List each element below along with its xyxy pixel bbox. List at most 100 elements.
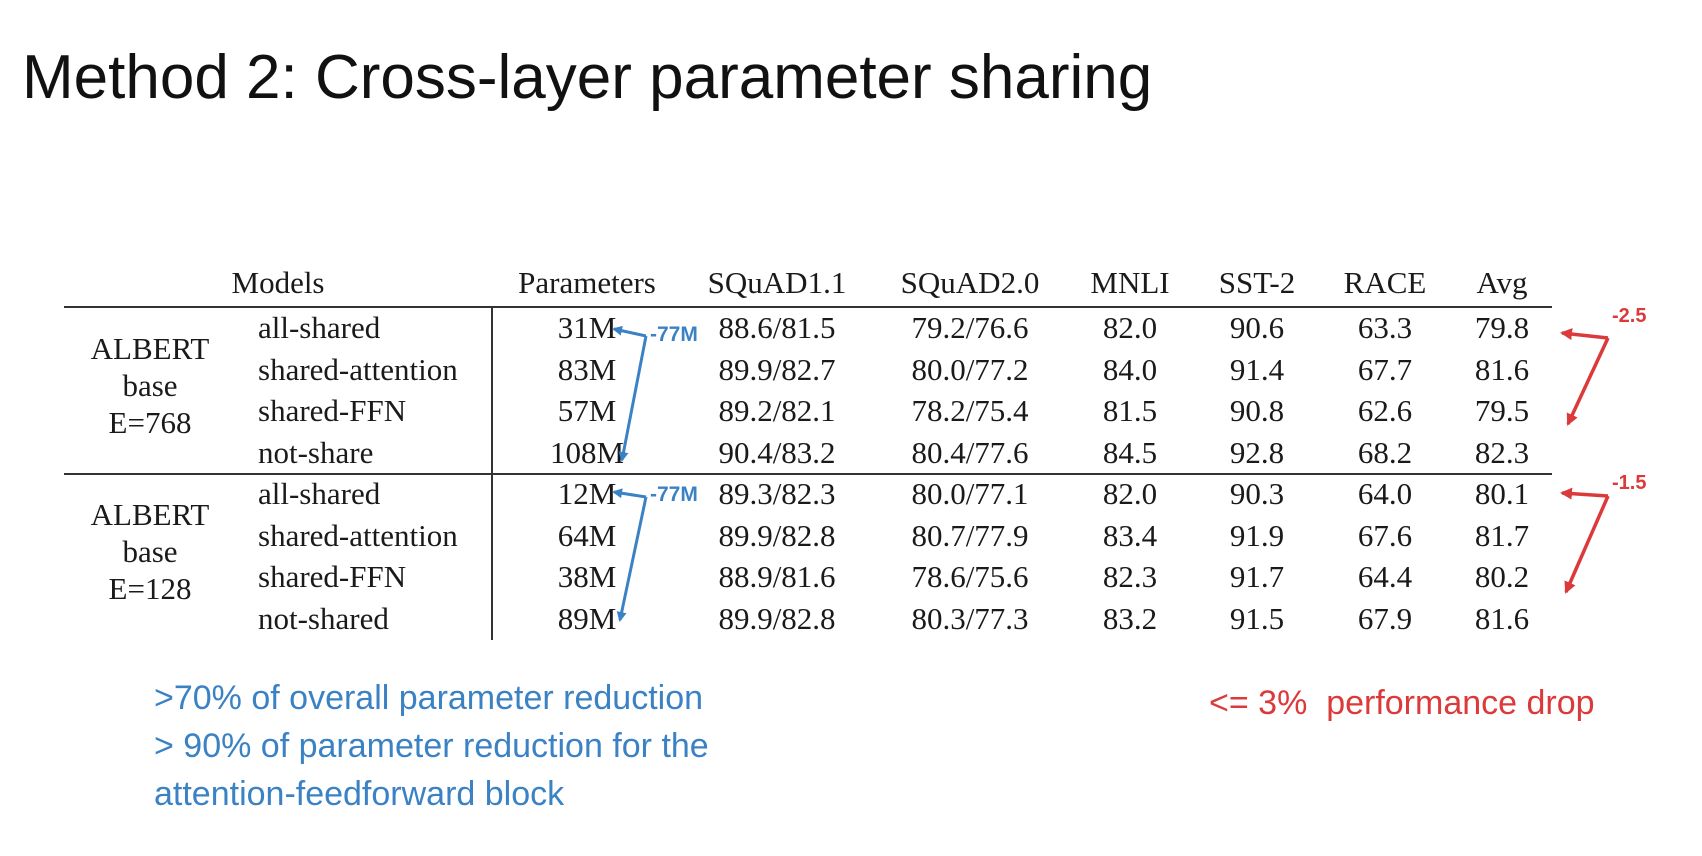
avg-cell: 81.6 — [1474, 600, 1530, 636]
avg-cell: 81.7 — [1474, 517, 1530, 553]
header-parameters: Parameters — [518, 265, 656, 300]
squad20-cell: 78.2/75.4 — [911, 393, 1029, 428]
sst2-cell: 91.5 — [1229, 600, 1285, 636]
race-cell: 67.6 — [1357, 517, 1413, 553]
model-name-cell: shared-FFN — [258, 559, 407, 594]
param-delta-label-e768: -77M — [650, 323, 698, 346]
squad11-cell: 89.2/82.1 — [718, 393, 836, 428]
performance-drop-note: <= 3% performance drop — [1209, 684, 1595, 722]
avg-delta-label-e768: -2.5 — [1612, 305, 1647, 327]
mnli-cell: 84.0 — [1102, 351, 1158, 387]
sst2-cell: 92.8 — [1229, 434, 1285, 470]
header-models: Models — [231, 265, 325, 300]
header-avg: Avg — [1476, 265, 1528, 300]
group-label-line: E=128 — [108, 571, 192, 606]
race-cell: 64.0 — [1357, 476, 1413, 511]
race-cell: 63.3 — [1357, 310, 1413, 345]
mnli-cell: 82.0 — [1102, 310, 1158, 345]
mnli-cell: 82.0 — [1102, 476, 1158, 511]
squad20-cell: 78.6/75.6 — [911, 559, 1029, 594]
avg-cell: 79.5 — [1474, 393, 1530, 428]
params-cell: 64M — [557, 517, 617, 553]
model-name-cell: all-shared — [258, 310, 381, 345]
params-cell: 31M — [557, 310, 617, 345]
race-cell: 64.4 — [1357, 559, 1413, 594]
squad11-cell: 89.9/82.8 — [718, 600, 836, 636]
mnli-cell: 82.3 — [1102, 559, 1158, 594]
header-race: RACE — [1343, 265, 1427, 300]
blue-arrow-from-89m — [616, 496, 648, 622]
note-line: >70% of overall parameter reduction — [154, 679, 704, 717]
avg-cell: 82.3 — [1474, 434, 1530, 470]
blue-arrow-from-108m — [618, 335, 648, 462]
avg-cell: 81.6 — [1474, 351, 1530, 387]
sst2-cell: 91.4 — [1229, 351, 1285, 387]
header-rule — [64, 306, 1552, 308]
squad11-cell: 89.9/82.8 — [718, 517, 836, 553]
params-cell: 12M — [557, 476, 617, 511]
red-arrow-to-79-8 — [1560, 328, 1609, 341]
param-delta-label-e128: -77M — [650, 483, 698, 506]
sst2-cell: 91.9 — [1229, 517, 1285, 553]
mnli-cell: 84.5 — [1102, 434, 1158, 470]
parameter-reduction-note: >70% of overall parameter reduction > 90… — [154, 674, 709, 818]
squad20-cell: 80.3/77.3 — [911, 600, 1029, 636]
red-arrow-to-80-1 — [1560, 487, 1609, 500]
group-label-e128: ALBERT base E=128 — [91, 496, 210, 607]
model-name-cell: shared-attention — [258, 517, 458, 553]
blue-arrow-to-12m — [612, 488, 647, 499]
race-cell: 68.2 — [1357, 434, 1413, 470]
params-cell: 89M — [557, 600, 617, 636]
squad20-cell: 80.0/77.2 — [911, 351, 1029, 387]
squad11-cell: 90.4/83.2 — [718, 434, 836, 470]
race-cell: 67.9 — [1357, 600, 1413, 636]
squad20-cell: 80.0/77.1 — [911, 476, 1029, 511]
model-name-cell: shared-FFN — [258, 393, 407, 428]
slide-title: Method 2: Cross-layer parameter sharing — [22, 43, 1153, 112]
group-label-line: E=768 — [108, 405, 192, 440]
squad11-cell: 89.3/82.3 — [718, 476, 836, 511]
params-cell: 38M — [557, 559, 617, 594]
note-line: > 90% of parameter reduction for the — [154, 727, 709, 765]
model-name-cell: not-shared — [258, 600, 389, 636]
mnli-cell: 83.2 — [1102, 600, 1158, 636]
squad20-cell: 80.7/77.9 — [911, 517, 1029, 553]
avg-cell: 79.8 — [1474, 310, 1530, 345]
group-label-line: ALBERT — [90, 331, 210, 366]
group-label-line: ALBERT — [90, 497, 210, 532]
group-label-e768: ALBERT base E=768 — [91, 330, 210, 441]
mnli-cell: 81.5 — [1102, 393, 1158, 428]
params-cell: 83M — [557, 351, 617, 387]
model-name-cell: not-share — [258, 434, 374, 470]
avg-cell: 80.2 — [1474, 559, 1530, 594]
column-divider — [491, 306, 493, 640]
red-arrow-from-82-3 — [1566, 337, 1610, 426]
sst2-cell: 90.3 — [1229, 476, 1285, 511]
blue-arrow-to-31m — [612, 325, 647, 338]
squad11-cell: 88.6/81.5 — [718, 310, 836, 345]
race-cell: 67.7 — [1357, 351, 1413, 387]
squad20-cell: 80.4/77.6 — [911, 434, 1029, 470]
params-cell: 57M — [557, 393, 617, 428]
header-mnli: MNLI — [1090, 265, 1170, 300]
header-squad20: SQuAD2.0 — [900, 265, 1040, 300]
header-squad11: SQuAD1.1 — [707, 265, 847, 300]
squad11-cell: 89.9/82.7 — [718, 351, 836, 387]
sst2-cell: 90.6 — [1229, 310, 1285, 345]
race-cell: 62.6 — [1357, 393, 1413, 428]
header-sst2: SST-2 — [1218, 265, 1296, 300]
sst2-cell: 90.8 — [1229, 393, 1285, 428]
model-name-cell: all-shared — [258, 476, 381, 511]
red-arrow-from-81-6 — [1564, 495, 1610, 594]
avg-cell: 80.1 — [1474, 476, 1530, 511]
squad20-cell: 79.2/76.6 — [911, 310, 1029, 345]
group-label-line: base — [122, 534, 178, 569]
params-cell: 108M — [549, 434, 625, 470]
group-label-line: base — [122, 368, 178, 403]
group-separator-rule — [64, 473, 1552, 475]
sst2-cell: 91.7 — [1229, 559, 1285, 594]
note-line: attention-feedforward block — [154, 775, 565, 813]
model-name-cell: shared-attention — [258, 351, 458, 387]
mnli-cell: 83.4 — [1102, 517, 1158, 553]
